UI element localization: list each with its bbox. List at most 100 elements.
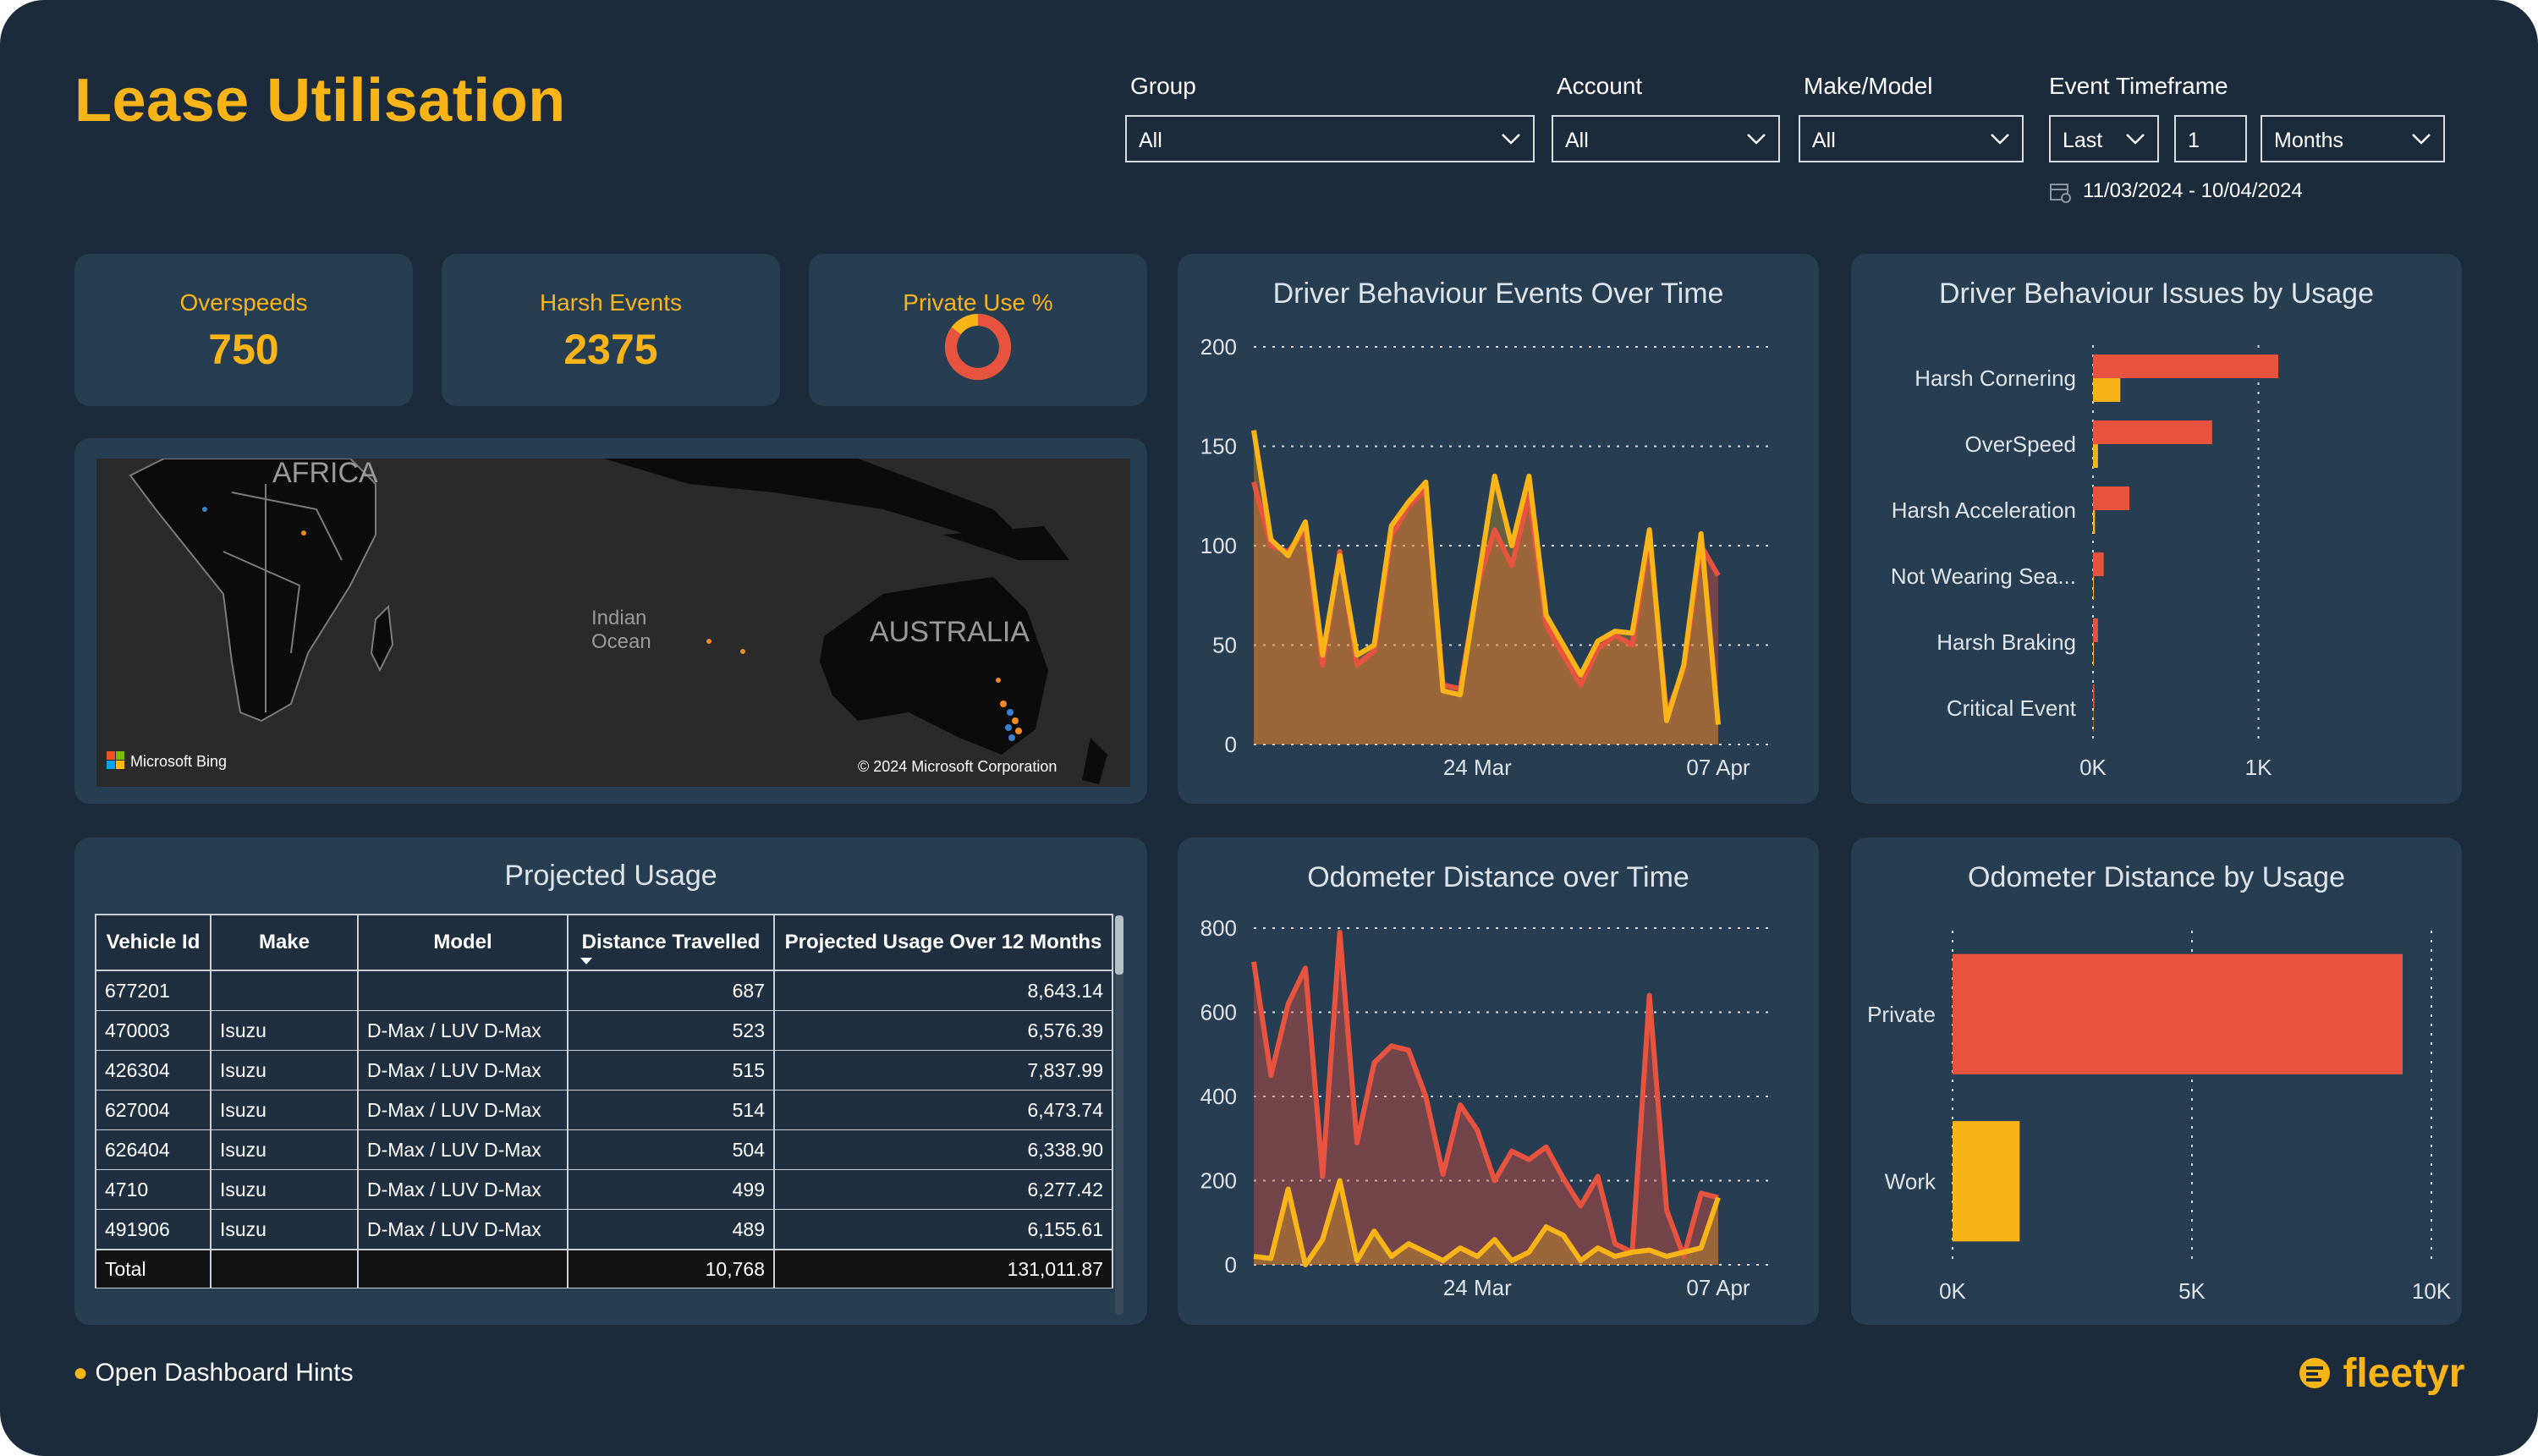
column-header-model[interactable]: Model xyxy=(357,914,569,971)
table-row[interactable]: 426304 Isuzu D-Max / LUV D-Max 515 7,837.99 xyxy=(95,1050,1113,1091)
table-scrollbar-thumb[interactable] xyxy=(1115,915,1123,975)
new-guinea-landmass xyxy=(942,526,1069,560)
vehicle-marker[interactable] xyxy=(1012,717,1019,724)
chevron-down-icon xyxy=(1502,134,1520,145)
vehicle-marker[interactable] xyxy=(1008,734,1015,741)
bing-logo-icon-part xyxy=(116,761,124,769)
bar xyxy=(2093,552,2104,576)
x-tick-label: 5K xyxy=(2178,1278,2206,1304)
new-zealand-landmass xyxy=(1082,738,1107,784)
odometer-over-time-chart: Odometer Distance over Time 0 200 400 600 800… xyxy=(1200,861,1770,1300)
make-model-dropdown[interactable]: All xyxy=(1799,115,2024,162)
map-label-africa: AFRICA xyxy=(272,459,378,489)
category-label: Harsh Acceleration xyxy=(1892,497,2076,523)
table-row[interactable]: 470003 Isuzu D-Max / LUV D-Max 523 6,576.39 xyxy=(95,1010,1113,1051)
account-dropdown[interactable]: All xyxy=(1552,115,1780,162)
bar xyxy=(2093,618,2098,642)
x-tick-label: 24 Mar xyxy=(1443,755,1512,780)
make-model-dropdown-value: All xyxy=(1812,129,1836,152)
vehicle-marker[interactable] xyxy=(301,530,306,536)
group-dropdown[interactable]: All xyxy=(1125,115,1535,162)
total-label: Total xyxy=(95,1249,212,1288)
timeframe-count-input[interactable]: 1 xyxy=(2174,115,2247,162)
group-filter-label: Group xyxy=(1130,73,1196,99)
series-line xyxy=(1251,430,1721,725)
series-area xyxy=(1254,931,1718,1265)
table-cell: D-Max / LUV D-Max xyxy=(357,1209,569,1250)
bar xyxy=(1953,1121,2020,1242)
madagascar-landmass xyxy=(370,604,394,673)
category-label: Harsh Cornering xyxy=(1914,365,2076,391)
category-label: Harsh Braking xyxy=(1936,629,2076,655)
bar xyxy=(2093,510,2096,534)
y-tick-label: 50 xyxy=(1212,633,1237,658)
category-label: Not Wearing Sea... xyxy=(1891,563,2076,589)
vehicle-marker[interactable] xyxy=(1000,701,1007,707)
column-header-make[interactable]: Make xyxy=(210,914,359,971)
table-cell: 7,837.99 xyxy=(773,1050,1113,1091)
y-tick-label: 600 xyxy=(1200,1000,1237,1025)
kpi-card-overspeeds: Overspeeds 750 xyxy=(74,254,413,406)
dashboard-hints-link[interactable]: ● Open Dashboard Hints xyxy=(73,1359,354,1387)
bar xyxy=(2093,486,2130,510)
vehicle-marker[interactable] xyxy=(1005,724,1012,731)
table-row[interactable]: 627004 Isuzu D-Max / LUV D-Max 514 6,473.74 xyxy=(95,1090,1113,1130)
series-area xyxy=(1254,1180,1718,1265)
timeframe-unit-dropdown[interactable]: Months xyxy=(2261,115,2445,162)
vehicle-marker[interactable] xyxy=(202,507,207,512)
table-total-row: Total 10,768 131,011.87 xyxy=(95,1249,1113,1288)
y-tick-label: 150 xyxy=(1200,434,1237,459)
total-projected: 131,011.87 xyxy=(773,1249,1113,1288)
odometer-by-usage-chart: Odometer Distance by Usage 0K 5K 10K Private… xyxy=(1867,861,2452,1304)
column-header-vehicle-id[interactable]: Vehicle Id xyxy=(95,914,212,971)
bing-logo-icon xyxy=(107,751,115,760)
timeframe-unit-value: Months xyxy=(2274,129,2343,152)
vehicle-marker[interactable] xyxy=(996,678,1001,683)
bing-logo-icon-part xyxy=(116,751,124,760)
chart-title: Odometer Distance by Usage xyxy=(1968,861,2345,893)
kpi-label: Harsh Events xyxy=(539,289,683,316)
vehicle-marker[interactable] xyxy=(740,649,745,654)
category-label: Critical Event xyxy=(1947,695,2077,721)
x-tick-label: 07 Apr xyxy=(1686,1275,1750,1300)
vehicle-marker[interactable] xyxy=(706,639,711,644)
table-row[interactable]: 677201 687 8,643.14 xyxy=(95,970,1113,1011)
y-tick-label: 400 xyxy=(1200,1084,1237,1109)
y-tick-label: 200 xyxy=(1200,1168,1237,1194)
table-cell: 523 xyxy=(567,1010,775,1051)
vehicle-marker[interactable] xyxy=(1015,728,1022,734)
table-row[interactable]: 4710 Isuzu D-Max / LUV D-Max 499 6,277.42 xyxy=(95,1169,1113,1210)
asia-landmass xyxy=(604,459,1027,543)
table-cell: 470003 xyxy=(95,1010,212,1051)
issues-by-usage-card: Driver Behaviour Issues by Usage 0K 1K Hars… xyxy=(1851,254,2462,804)
fleetyr-logo-text: fleetyr xyxy=(2343,1351,2465,1396)
kpi-value: 750 xyxy=(208,326,279,373)
kpi-value: 2375 xyxy=(563,326,658,373)
chart-title: Odometer Distance over Time xyxy=(1307,861,1689,893)
x-tick-label: 24 Mar xyxy=(1443,1275,1512,1300)
timeframe-filter-label: Event Timeframe xyxy=(2049,73,2228,99)
table-row[interactable]: 491906 Isuzu D-Max / LUV D-Max 489 6,155.61 xyxy=(95,1209,1113,1250)
column-header-projected-usage[interactable]: Projected Usage Over 12 Months xyxy=(773,914,1113,971)
total-empty-cell xyxy=(210,1249,359,1288)
table-cell: 626404 xyxy=(95,1129,212,1170)
column-header-distance-travelled[interactable]: Distance Travelled xyxy=(567,914,775,971)
table-scrollbar[interactable] xyxy=(1115,915,1123,1315)
y-tick-label: 0 xyxy=(1225,732,1237,757)
table-cell: 8,643.14 xyxy=(773,970,1113,1011)
kpi-card-harsh-events: Harsh Events 2375 xyxy=(442,254,780,406)
vehicle-marker[interactable] xyxy=(1007,709,1014,716)
map-label-australia: AUSTRALIA xyxy=(870,616,1030,648)
y-tick-label: 0 xyxy=(1225,1252,1237,1277)
page-title: Lease Utilisation xyxy=(74,67,566,135)
kpi-label: Private Use % xyxy=(903,289,1053,316)
timeframe-mode-dropdown[interactable]: Last xyxy=(2049,115,2159,162)
dashboard-hints-label: Open Dashboard Hints xyxy=(95,1359,354,1387)
vehicle-map[interactable]: AFRICA Indian Ocean AUSTRALIA Microsoft … xyxy=(96,459,1130,787)
bar xyxy=(2093,378,2121,402)
table-row[interactable]: 626404 Isuzu D-Max / LUV D-Max 504 6,338.90 xyxy=(95,1129,1113,1170)
table-cell: 6,473.74 xyxy=(773,1090,1113,1130)
table-cell: Isuzu xyxy=(210,1169,359,1210)
kpi-label: Overspeeds xyxy=(179,289,308,316)
category-label: Work xyxy=(1885,1168,1936,1194)
